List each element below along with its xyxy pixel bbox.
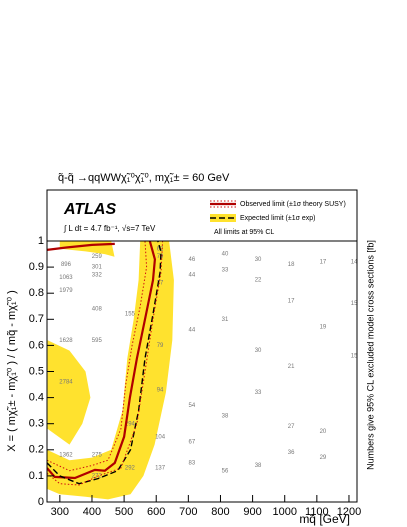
x-tick-label: 900 xyxy=(243,506,261,518)
cross-section-value: 30 xyxy=(255,348,262,354)
limit-contour xyxy=(47,241,157,480)
cross-section-value: 83 xyxy=(189,460,196,466)
plot-area: 8961063197916282784136225930133240859527… xyxy=(47,241,358,500)
z-axis-label: Numbers give 95% CL excluded model cross… xyxy=(365,240,375,470)
cross-section-value: 896 xyxy=(61,262,72,268)
cross-section-value: 15 xyxy=(351,353,358,359)
cross-section-value: 259 xyxy=(92,254,103,260)
x-tick-label: 800 xyxy=(211,506,229,518)
y-tick-label: 0.3 xyxy=(29,418,44,430)
cross-section-value: 18 xyxy=(288,262,295,268)
cross-section-value: 20 xyxy=(320,429,327,435)
y-tick-label: 0.8 xyxy=(29,287,44,299)
cross-section-value: 40 xyxy=(222,252,229,258)
x-tick-label: 500 xyxy=(115,506,133,518)
note: All limits at 95% CL xyxy=(214,229,274,236)
cross-section-value: 38 xyxy=(222,413,229,419)
cross-section-value: 104 xyxy=(155,434,166,440)
y-tick-label: 0.4 xyxy=(29,392,44,404)
cross-section-value: 46 xyxy=(189,257,196,263)
cross-section-value: 1628 xyxy=(59,338,73,344)
expected-band xyxy=(47,241,174,500)
cross-section-value: 1979 xyxy=(59,288,73,294)
cross-section-value: 54 xyxy=(189,403,196,409)
cross-section-value: 79 xyxy=(157,343,164,349)
cross-section-value: 33 xyxy=(222,267,229,273)
cross-section-value: 33 xyxy=(255,390,262,396)
cross-section-value: 15 xyxy=(351,301,358,307)
cross-section-value: 17 xyxy=(288,299,295,305)
cross-section-value: 22 xyxy=(255,278,262,284)
cross-section-value: 2784 xyxy=(59,380,73,386)
x-axis-label: mq̃ [GeV] xyxy=(299,512,350,526)
cross-section-value: 29 xyxy=(320,455,327,461)
x-tick-label: 1200 xyxy=(337,506,361,518)
y-tick-label: 0 xyxy=(38,496,44,508)
y-tick-label: 0.7 xyxy=(29,313,44,325)
cross-section-value: 595 xyxy=(92,338,103,344)
cross-section-value: 56 xyxy=(222,468,229,474)
cross-section-value: 275 xyxy=(92,453,103,459)
cross-section-value: 408 xyxy=(92,306,103,312)
y-tick-label: 0.9 xyxy=(29,261,44,273)
cross-section-value: 272 xyxy=(92,473,103,479)
luminosity-label: ∫ L dt = 4.7 fb⁻¹, √s=7 TeV xyxy=(63,224,156,233)
legend-label: Expected limit (±1σ exp) xyxy=(240,215,315,222)
cross-section-value: 21 xyxy=(288,364,295,370)
y-tick-label: 0.1 xyxy=(29,470,44,482)
cross-section-value: 30 xyxy=(255,257,262,263)
cross-section-value: 137 xyxy=(155,466,166,472)
y-tick-label: 0.5 xyxy=(29,365,44,377)
legend-label: Observed limit (±1σ theory SUSY) xyxy=(240,201,346,208)
cross-section-value: 27 xyxy=(288,424,295,430)
x-tick-label: 400 xyxy=(83,506,101,518)
cross-section-value: 94 xyxy=(157,387,164,393)
experiment-label: ATLAS xyxy=(63,201,116,218)
x-tick-label: 1100 xyxy=(305,506,329,518)
cross-section-value: 332 xyxy=(92,273,103,279)
y-tick-label: 0.2 xyxy=(29,444,44,456)
cross-section-value: 67 xyxy=(189,440,196,446)
cross-section-value: 292 xyxy=(125,466,136,472)
cross-section-value: 14 xyxy=(351,259,358,265)
cross-section-value: 1063 xyxy=(59,275,73,281)
cross-section-value: 17 xyxy=(320,259,327,265)
x-tick-label: 700 xyxy=(179,506,197,518)
y-axis-label: X = ( mχ̃₁± - mχ̃₁⁰ ) / ( mq̃ - mχ̃₁⁰ ) xyxy=(6,290,18,452)
cross-section-value: 294 xyxy=(125,421,136,427)
x-tick-label: 1000 xyxy=(272,506,296,518)
y-tick-label: 1 xyxy=(38,235,44,247)
x-tick-label: 300 xyxy=(51,506,69,518)
y-tick-label: 0.6 xyxy=(29,339,44,351)
cross-section-value: 44 xyxy=(189,273,196,279)
cross-section-value: 36 xyxy=(288,450,295,456)
cross-section-value: 44 xyxy=(189,327,196,333)
cross-section-value: 31 xyxy=(222,317,229,323)
cross-section-value: 1362 xyxy=(59,453,73,459)
cross-section-value: 19 xyxy=(320,325,327,331)
chart-title: q̃-q̃ →qqWWχ̃₁⁰χ̃₁⁰, mχ̃₁± = 60 GeV xyxy=(58,172,230,184)
x-tick-label: 600 xyxy=(147,506,165,518)
cross-section-value: 155 xyxy=(125,312,136,318)
cross-section-value: 77 xyxy=(157,280,164,286)
limit-contour xyxy=(47,241,148,472)
cross-section-value: 301 xyxy=(92,265,103,271)
cross-section-value: 38 xyxy=(255,463,262,469)
